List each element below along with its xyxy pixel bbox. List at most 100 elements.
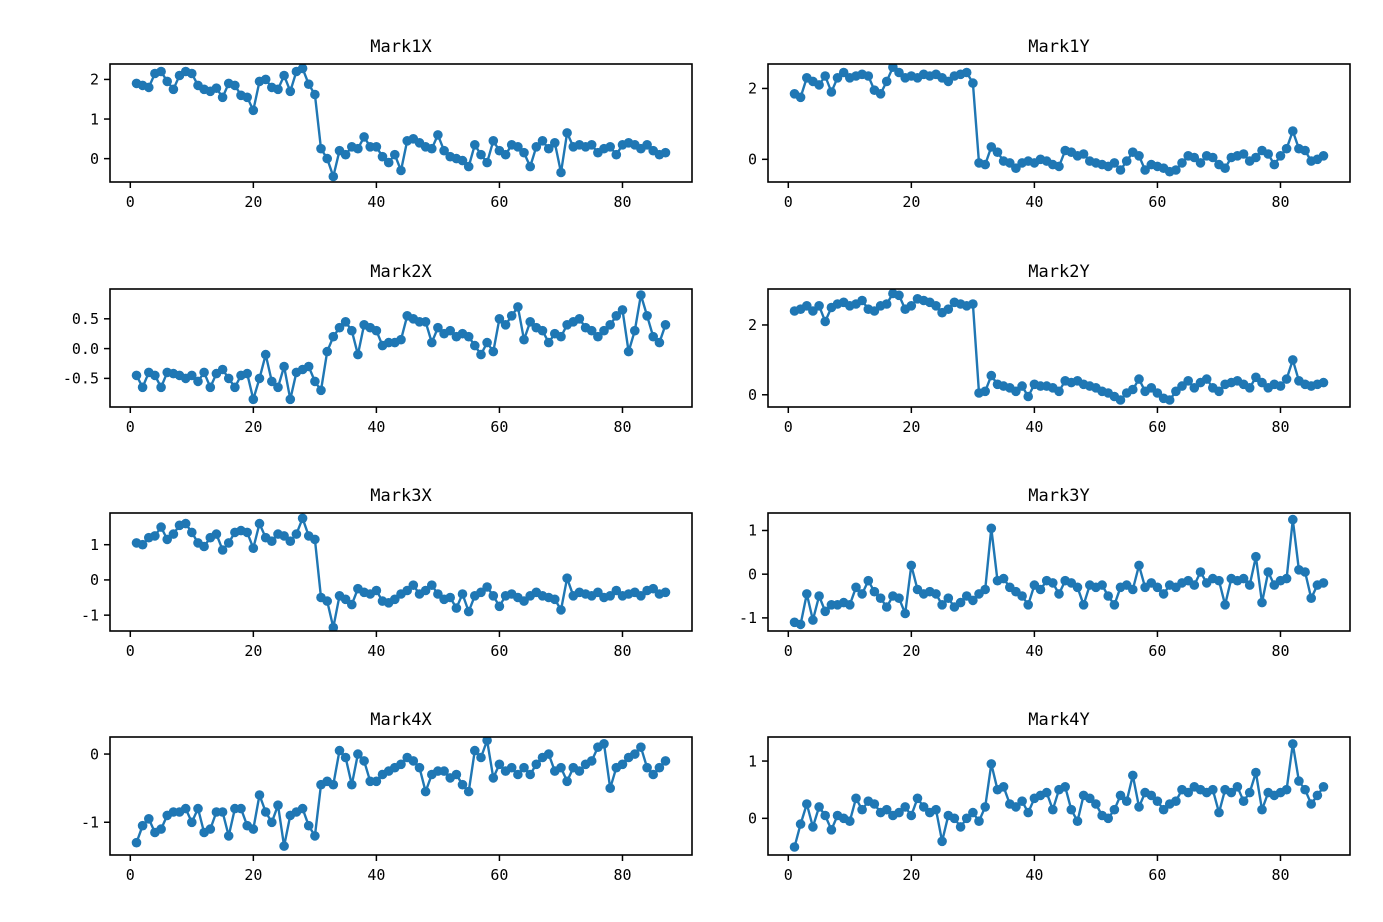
data-series xyxy=(131,737,671,851)
data-point xyxy=(1109,804,1120,815)
data-point xyxy=(1251,152,1261,163)
data-point xyxy=(1072,582,1083,593)
data-point xyxy=(802,589,812,599)
data-point xyxy=(242,527,252,538)
subplot-mark4x: 0 20 40 60 80 -1 0 Mark4X xyxy=(81,710,693,884)
data-point xyxy=(223,373,234,384)
data-point xyxy=(1128,770,1138,781)
data-point xyxy=(1121,156,1132,166)
data-point xyxy=(248,105,259,116)
data-point xyxy=(1054,161,1064,172)
data-point xyxy=(131,837,142,848)
data-point xyxy=(814,301,824,311)
y-tick-label: 0 xyxy=(90,745,99,763)
axes-frame xyxy=(109,736,693,856)
data-point xyxy=(1164,395,1175,405)
data-point xyxy=(463,331,474,342)
x-tick-label: 40 xyxy=(367,866,385,884)
x-tick-label: 40 xyxy=(1025,418,1043,436)
data-point xyxy=(451,603,462,613)
data-point xyxy=(291,529,302,539)
data-point xyxy=(648,331,658,342)
data-point xyxy=(420,786,431,797)
data-point xyxy=(881,602,892,612)
data-point xyxy=(230,80,240,91)
subplot-title: Mark1X xyxy=(370,37,432,57)
data-point xyxy=(1288,739,1298,749)
data-point xyxy=(525,161,535,172)
data-point xyxy=(1263,149,1273,159)
data-point xyxy=(660,320,671,330)
data-point xyxy=(150,531,160,541)
x-tick-label: 60 xyxy=(1148,193,1166,211)
data-point xyxy=(605,142,615,152)
data-point xyxy=(1103,591,1113,601)
data-point xyxy=(223,831,234,841)
data-point xyxy=(562,128,572,138)
x-tick-label: 0 xyxy=(126,418,135,436)
data-point xyxy=(955,822,966,832)
data-point xyxy=(427,337,437,348)
data-point xyxy=(918,802,929,812)
x-tick-label: 40 xyxy=(367,642,385,660)
data-point xyxy=(814,591,824,601)
data-point xyxy=(180,803,191,814)
data-point xyxy=(137,539,148,550)
data-point xyxy=(187,527,197,538)
x-tick-label: 0 xyxy=(784,193,793,211)
data-point xyxy=(285,536,296,546)
data-point xyxy=(1060,782,1070,792)
data-point xyxy=(248,394,259,405)
data-point xyxy=(894,807,904,818)
data-point xyxy=(193,803,203,814)
data-point xyxy=(1035,584,1046,595)
data-point xyxy=(340,317,351,327)
data-point xyxy=(531,759,542,770)
y-tick-label: 1 xyxy=(90,536,99,554)
data-point xyxy=(605,783,615,793)
subplot-title: Mark4X xyxy=(370,710,432,730)
data-point xyxy=(371,585,382,596)
data-point xyxy=(961,813,972,824)
data-point xyxy=(1288,355,1298,365)
data-point xyxy=(494,314,505,324)
data-point xyxy=(1244,580,1255,590)
data-point xyxy=(470,745,480,756)
data-point xyxy=(482,337,492,348)
data-point xyxy=(137,382,148,393)
data-point xyxy=(1134,802,1144,812)
data-series xyxy=(131,290,671,405)
data-point xyxy=(279,70,289,81)
data-point xyxy=(795,819,806,829)
data-point xyxy=(1078,149,1089,159)
data-point xyxy=(881,76,892,87)
y-tick-label: 0 xyxy=(90,571,99,589)
data-point xyxy=(881,299,892,309)
data-point xyxy=(968,807,978,818)
y-tick-label: -1 xyxy=(81,814,99,832)
data-point xyxy=(211,529,222,539)
data-point xyxy=(1288,126,1298,136)
data-point xyxy=(506,311,517,321)
axes-background xyxy=(110,289,692,407)
data-point xyxy=(857,295,867,306)
data-point xyxy=(1232,782,1243,792)
x-tick-label: 0 xyxy=(126,642,135,660)
x-tick-label: 20 xyxy=(244,642,262,660)
data-point xyxy=(1177,158,1187,168)
data-point xyxy=(273,84,283,95)
data-point xyxy=(1041,787,1052,798)
data-point xyxy=(519,147,529,158)
data-point xyxy=(1226,787,1237,798)
data-point xyxy=(1257,804,1267,815)
data-point xyxy=(562,573,572,583)
data-point xyxy=(1220,600,1230,610)
data-point xyxy=(574,314,585,324)
data-point xyxy=(863,71,874,81)
data-point xyxy=(513,142,523,152)
data-point xyxy=(642,311,652,321)
data-point xyxy=(556,762,566,773)
data-point xyxy=(1269,159,1280,170)
data-point xyxy=(1312,790,1323,801)
data-point xyxy=(642,762,652,773)
